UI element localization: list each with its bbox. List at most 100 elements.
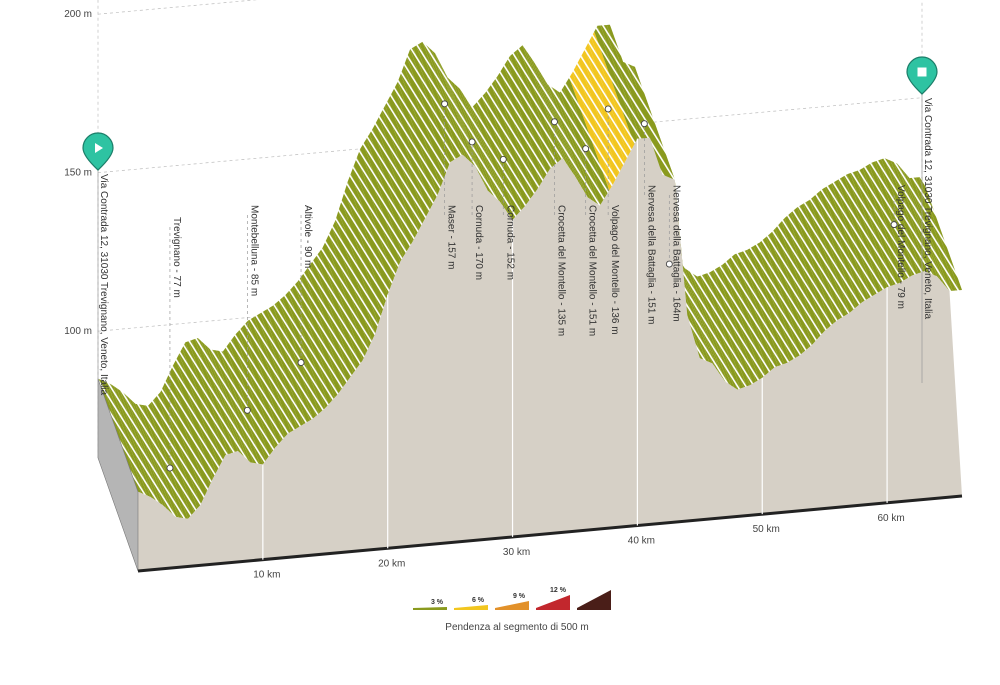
profile-surface-segment (722, 262, 766, 378)
profile-surface-segment (422, 41, 466, 158)
profile-surface-segment (460, 89, 504, 207)
profile-surface-segment (559, 87, 604, 206)
profile-surface-segment (840, 176, 884, 291)
profile-surface-segment (603, 24, 647, 139)
profile-surface-segment (304, 268, 348, 386)
profile-surface-segment (260, 311, 304, 427)
profile-surface-segment (110, 383, 154, 500)
profile-surface-segment (731, 254, 775, 370)
profile-surface-segment (410, 47, 454, 163)
profile-surface-segment (250, 316, 295, 432)
profile-surface-segment (463, 93, 507, 211)
profile-surface-segment (769, 231, 813, 348)
profile-surface-segment (107, 382, 151, 497)
profile-surface-segment (431, 50, 476, 167)
profile-surface-segment (447, 77, 491, 194)
profile-surface-segment (697, 275, 741, 390)
profile-surface-segment (119, 390, 163, 506)
start-play-icon (95, 143, 103, 153)
waypoint-marker-8 (604, 105, 612, 113)
profile-surface-segment (297, 277, 341, 395)
profile-surface-segment (116, 388, 160, 504)
profile-surface-segment (843, 174, 888, 290)
profile-surface-segment (360, 143, 404, 262)
x-tick-label-30: 30 km (503, 547, 530, 558)
profile-surface-segment (450, 80, 494, 197)
profile-surface-segment (759, 239, 803, 356)
profile-surface-segment (765, 234, 810, 351)
profile-surface-segment (544, 78, 588, 198)
profile-surface-segment (578, 54, 622, 174)
waypoint-label-0: Trevignano - 77 m (171, 217, 182, 298)
profile-surface-segment (328, 227, 373, 348)
profile-surface-segment (513, 50, 557, 167)
profile-surface-segment (169, 365, 213, 486)
profile-surface-segment (372, 122, 416, 242)
start-label: Via Contrada 12, 31030 Trevignano, Venet… (98, 174, 109, 396)
profile-surface-segment (831, 181, 875, 297)
profile-surface-segment (269, 305, 313, 421)
waypoint-marker-10 (665, 260, 673, 268)
x-tick-label-20: 20 km (378, 558, 405, 569)
profile-front-wall (138, 137, 962, 571)
grade-legend-caption: Pendenza al segmento di 500 m (445, 622, 588, 633)
profile-surface-segment (797, 205, 841, 321)
profile-surface-segment (472, 103, 516, 220)
profile-surface-segment (691, 272, 735, 388)
profile-surface-segment (709, 270, 753, 386)
profile-surface-segment (272, 303, 316, 419)
profile-surface-segment (160, 385, 204, 506)
profile-surface-segment (503, 60, 547, 180)
profile-surface-segment (244, 320, 288, 438)
profile-surface-segment (122, 392, 167, 509)
profile-surface-segment (522, 45, 566, 163)
profile-surface-segment (519, 45, 563, 161)
profile-surface-segment (778, 221, 822, 338)
profile-surface-segment (819, 189, 863, 305)
profile-surface-segment (481, 93, 526, 210)
profile-surface-segment (790, 209, 835, 326)
waypoint-marker-0 (166, 464, 174, 472)
profile-base-edge (137, 494, 963, 573)
profile-surface-segment (538, 68, 582, 187)
profile-surface-segment (803, 201, 847, 317)
profile-surface-segment (294, 281, 338, 398)
profile-surface-segment (600, 25, 644, 139)
profile-surface-segment (716, 266, 760, 382)
profile-surface-segment (584, 43, 629, 163)
profile-surface-segment (728, 256, 772, 373)
profile-surface-segment (485, 88, 529, 207)
profile-surface-segment (825, 185, 869, 301)
profile-surface-segment (322, 240, 366, 361)
grade-legend-swatch-2 (495, 601, 529, 610)
profile-surface-segment (101, 380, 145, 495)
grade-legend-swatch-1 (454, 605, 488, 610)
profile-surface-segment (734, 253, 778, 368)
waypoint-label-11: Volpago del Montello - 79 m (895, 185, 906, 309)
profile-surface-segment (172, 359, 217, 479)
profile-surface-segment (469, 102, 513, 220)
profile-surface-segment (179, 348, 223, 467)
profile-surface-segment (338, 201, 382, 325)
profile-surface-segment (497, 71, 541, 190)
profile-surface-segment (787, 212, 831, 329)
waypoint-label-5: Cornuda - 152 m (504, 205, 515, 280)
profile-surface-segment (875, 160, 919, 275)
profile-surface-segment (881, 158, 925, 273)
profile-surface-segment (475, 100, 519, 217)
profile-surface-segment (232, 334, 276, 452)
waypoint-label-7: Crocetta del Montello - 151 m (587, 205, 598, 336)
profile-surface-segment (865, 164, 909, 280)
profile-surface-segment (550, 86, 594, 202)
waypoint-marker-6 (551, 118, 558, 126)
profile-surface-segment (357, 148, 401, 271)
profile-surface-segment (572, 66, 616, 186)
profile-surface-segment (313, 255, 357, 374)
profile-surface-segment (413, 45, 457, 161)
profile-surface-segment (335, 211, 379, 334)
profile-surface-segment (575, 60, 619, 180)
profile-surface-segment (176, 353, 220, 473)
waypoint-label-1: Montebelluna - 85 m (248, 205, 259, 296)
grade-legend-label-0: 3 % (431, 599, 444, 606)
